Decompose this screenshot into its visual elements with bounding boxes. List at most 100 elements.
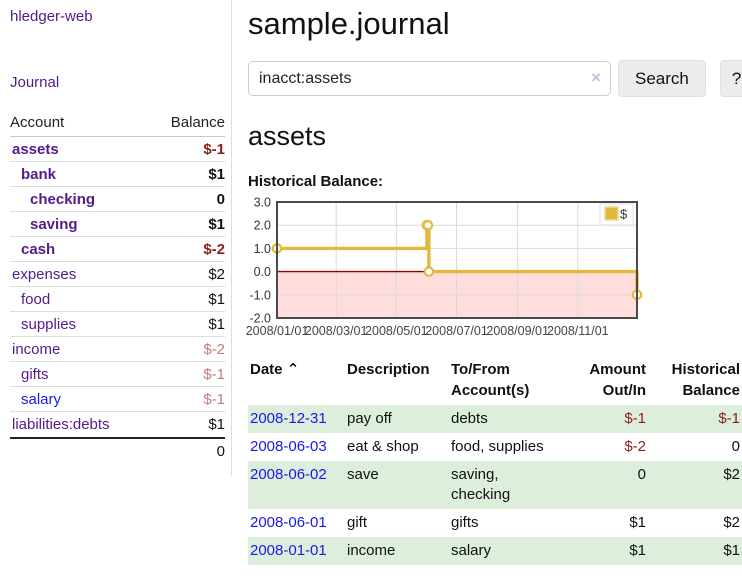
svg-text:-1.0: -1.0 (249, 288, 271, 302)
app-brand-link[interactable]: hledger-web (10, 8, 93, 25)
sidebar-account-balance: $-2 (203, 240, 225, 258)
transaction-amount: $1 (629, 514, 646, 531)
accounts-header-account: Account (10, 114, 65, 131)
search-button[interactable]: Search (618, 60, 706, 97)
transaction-amount: 0 (637, 466, 646, 483)
sidebar-account-link[interactable]: bank (21, 165, 57, 183)
register-row: 2008-06-02 save saving, checking 0 $2 (248, 461, 742, 509)
transaction-accounts: debts (451, 410, 488, 427)
sidebar-account-row: bank $1 (10, 162, 225, 187)
accounts-table: Account Balance assets $-1 bank $1 checking 0… (10, 111, 225, 462)
transaction-amount: $-2 (624, 438, 646, 455)
sidebar-account-link[interactable]: gifts (21, 365, 49, 383)
transaction-date-link[interactable]: 2008-06-03 (250, 438, 327, 455)
sidebar-account-row: liabilities:debts $1 (10, 412, 225, 437)
sidebar-account-balance: $1 (208, 315, 225, 333)
sidebar-account-row: supplies $1 (10, 312, 225, 337)
sidebar-account-link[interactable]: saving (30, 215, 78, 233)
sidebar-account-link[interactable]: income (12, 340, 61, 358)
register-header-description: Description (347, 361, 430, 378)
svg-text:3.0: 3.0 (254, 196, 271, 210)
sidebar-account-row: salary $-1 (10, 387, 225, 412)
sidebar-account-link[interactable]: supplies (21, 315, 77, 333)
historical-balance-chart: 3.0 2.0 1.0 0.0 -1.0 -2.0 2008/01/01 2008/03/01… (246, 194, 742, 342)
sidebar-account-balance: $1 (208, 165, 225, 183)
transaction-balance: 0 (731, 438, 740, 455)
sidebar-account-row: saving $1 (10, 212, 225, 237)
sidebar-account-link[interactable]: assets (12, 140, 59, 158)
svg-text:2008/11/01: 2008/11/01 (547, 324, 609, 338)
transaction-description: gift (347, 514, 368, 531)
sidebar-account-row: gifts $-1 (10, 362, 225, 387)
sidebar-account-link[interactable]: salary (21, 390, 62, 408)
svg-text:2008/07/01: 2008/07/01 (425, 324, 488, 338)
svg-text:2008/03/01: 2008/03/01 (305, 324, 368, 338)
register-header-row: Date ⌃ Description To/From Account(s) Am… (248, 357, 742, 405)
account-heading: assets (248, 121, 327, 151)
transaction-accounts: food, supplies (451, 438, 544, 455)
nav-journal-link[interactable]: Journal (10, 74, 60, 91)
sidebar-account-row: food $1 (10, 287, 225, 312)
sidebar-account-balance: $1 (208, 416, 225, 433)
balance-chart-svg: 3.0 2.0 1.0 0.0 -1.0 -2.02008/01/012008/03/01… (246, 196, 643, 338)
search-input[interactable] (248, 61, 611, 96)
transaction-accounts: salary (451, 542, 492, 559)
sort-ascending-icon: ⌃ (286, 361, 300, 378)
transaction-date-link[interactable]: 2008-01-01 (250, 542, 327, 559)
transaction-amount: $1 (629, 542, 646, 559)
page-title: sample.journal (248, 6, 450, 41)
accounts-total-row: 0 (10, 437, 225, 462)
svg-text:2.0: 2.0 (254, 219, 271, 233)
svg-text:$: $ (620, 207, 628, 222)
register-row: 2008-06-03 eat & shop food, supplies $-2 0 (248, 433, 742, 461)
transaction-balance: $2 (723, 466, 740, 483)
register-header-balance: Historical Balance (671, 361, 740, 399)
sidebar-account-link[interactable]: expenses (12, 265, 77, 283)
transaction-date-link[interactable]: 2008-12-31 (250, 410, 327, 427)
transaction-amount: $-1 (624, 410, 646, 427)
register-header-amount: Amount Out/In (589, 361, 646, 399)
sidebar-account-balance: $2 (208, 265, 225, 283)
svg-text:2008/01/01: 2008/01/01 (246, 324, 309, 338)
sidebar-account-balance: $1 (208, 215, 225, 233)
svg-text:1.0: 1.0 (254, 242, 271, 256)
sidebar-account-balance: 0 (216, 190, 225, 208)
chart-label: Historical Balance: (248, 173, 384, 190)
sidebar-account-link[interactable]: liabilities:debts (12, 416, 110, 433)
sidebar-account-row: expenses $2 (10, 262, 225, 287)
register-table: Date ⌃ Description To/From Account(s) Am… (248, 357, 742, 565)
transaction-accounts: gifts (451, 514, 479, 531)
sidebar-account-link[interactable]: cash (21, 240, 56, 258)
register-row: 2008-12-31 pay off debts $-1 $-1 (248, 405, 742, 433)
svg-text:2008/05/01: 2008/05/01 (365, 324, 428, 338)
register-row: 2008-06-01 gift gifts $1 $2 (248, 509, 742, 537)
sidebar: hledger-web Journal Account Balance asse… (0, 0, 232, 476)
sidebar-account-row: assets $-1 (10, 137, 225, 162)
transaction-accounts: saving, checking (451, 466, 511, 503)
transaction-description: save (347, 466, 379, 483)
sidebar-account-balance: $-2 (203, 340, 225, 358)
transaction-description: income (347, 542, 396, 559)
svg-text:2008/09/01: 2008/09/01 (486, 324, 549, 338)
sidebar-account-link[interactable]: food (21, 290, 51, 308)
transaction-date-link[interactable]: 2008-06-01 (250, 514, 327, 531)
transaction-balance: $1 (723, 542, 740, 559)
sidebar-account-link[interactable]: checking (30, 190, 96, 208)
sidebar-account-row: cash $-2 (10, 237, 225, 262)
sidebar-account-balance: $-1 (203, 140, 225, 158)
svg-text:-2.0: -2.0 (249, 312, 271, 326)
register-row: 2008-01-01 income salary $1 $1 (248, 537, 742, 565)
sidebar-account-balance: $-1 (203, 390, 225, 408)
accounts-total-value: 0 (216, 443, 225, 460)
sidebar-account-balance: $1 (208, 290, 225, 308)
register-header-date[interactable]: Date ⌃ (250, 361, 300, 378)
transaction-description: pay off (347, 410, 392, 427)
accounts-table-header: Account Balance (10, 111, 225, 137)
transaction-balance: $-1 (718, 410, 740, 427)
sidebar-account-balance: $-1 (203, 365, 225, 383)
transaction-date-link[interactable]: 2008-06-02 (250, 466, 327, 483)
clear-search-icon[interactable]: × (591, 68, 601, 87)
sidebar-account-row: checking 0 (10, 187, 225, 212)
help-button[interactable]: ? (719, 60, 742, 97)
transaction-balance: $2 (723, 514, 740, 531)
